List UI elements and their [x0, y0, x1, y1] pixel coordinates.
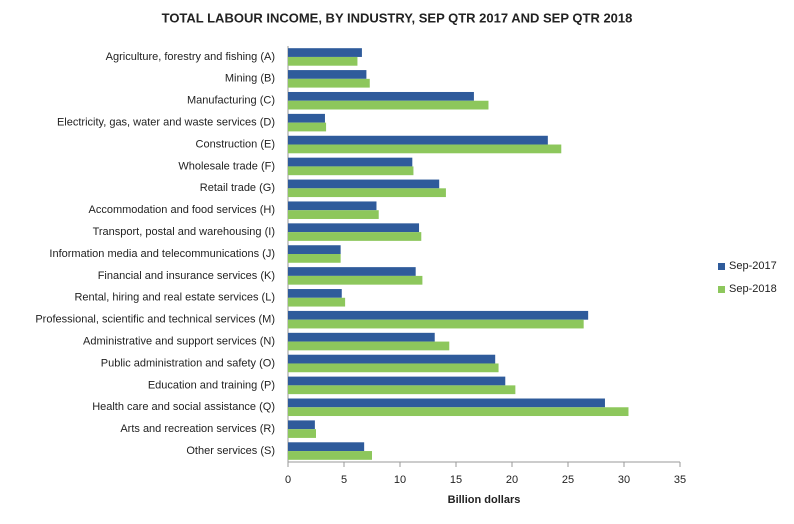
bar: [288, 100, 489, 110]
bar: [288, 210, 379, 219]
bar: [288, 78, 370, 88]
x-tick-label: 0: [285, 474, 291, 486]
x-axis-title: Billion dollars: [448, 494, 521, 506]
bar: [288, 420, 315, 430]
bar: [288, 56, 358, 66]
bar: [288, 157, 413, 167]
bar: [288, 135, 548, 145]
bar: [288, 166, 414, 176]
bar: [288, 113, 325, 123]
bar: [288, 179, 440, 189]
y-tick-label: Administrative and support services (N): [83, 335, 275, 347]
x-tick-label: 15: [450, 474, 462, 486]
bar: [288, 354, 496, 364]
legend-label: Sep-2017: [729, 260, 777, 272]
bar: [288, 442, 365, 452]
y-tick-label: Wholesale trade (F): [178, 160, 275, 172]
bar: [288, 275, 423, 285]
x-tick-label: 30: [618, 474, 630, 486]
bar: [288, 319, 584, 329]
bar: [288, 310, 589, 320]
bar: [288, 91, 474, 101]
y-tick-label: Agriculture, forestry and fishing (A): [106, 51, 275, 63]
bar: [288, 254, 341, 263]
bar: [288, 188, 446, 198]
x-tick-label: 10: [394, 474, 406, 486]
y-tick-label: Arts and recreation services (R): [120, 423, 275, 435]
y-tick-label: Education and training (P): [148, 379, 275, 391]
y-tick-label: Information media and telecommunications…: [49, 248, 275, 260]
y-tick-label: Professional, scientific and technical s…: [35, 314, 275, 326]
bar: [288, 407, 629, 417]
legend-swatch: [718, 286, 725, 293]
chart-title: TOTAL LABOUR INCOME, BY INDUSTRY, SEP QT…: [162, 10, 633, 25]
x-tick-label: 35: [674, 474, 686, 486]
bar: [288, 398, 605, 408]
bar: [288, 385, 516, 395]
y-tick-label: Manufacturing (C): [187, 95, 275, 107]
x-tick-label: 25: [562, 474, 574, 486]
bar: [288, 223, 420, 233]
bar: [288, 232, 422, 241]
bar: [288, 429, 316, 438]
y-tick-label: Mining (B): [225, 73, 275, 85]
y-tick-label: Retail trade (G): [200, 182, 275, 194]
bar: [288, 70, 367, 79]
y-tick-label: Other services (S): [186, 445, 275, 457]
bar: [288, 48, 362, 57]
y-tick-label: Health care and social assistance (Q): [92, 401, 275, 413]
bar: [288, 122, 327, 132]
y-tick-label: Construction (E): [196, 138, 275, 150]
bar: [288, 363, 499, 373]
legend-swatch: [718, 263, 725, 270]
bar: [288, 267, 416, 276]
bar: [288, 144, 562, 154]
y-tick-label: Transport, postal and warehousing (I): [93, 226, 275, 238]
bar: [288, 376, 506, 386]
y-tick-label: Electricity, gas, water and waste servic…: [57, 117, 275, 129]
x-tick-label: 5: [341, 474, 347, 486]
bar: [288, 341, 450, 351]
bar: [288, 332, 435, 342]
y-tick-label: Financial and insurance services (K): [98, 270, 275, 282]
bar: [288, 245, 341, 254]
y-tick-label: Accommodation and food services (H): [89, 204, 275, 216]
bar: [288, 289, 342, 298]
x-tick-label: 20: [506, 474, 518, 486]
y-tick-label: Public administration and safety (O): [101, 357, 275, 369]
legend-label: Sep-2018: [729, 283, 777, 295]
bar: [288, 451, 372, 460]
y-tick-label: Rental, hiring and real estate services …: [74, 292, 275, 304]
bar: [288, 297, 346, 307]
bar: [288, 201, 377, 211]
